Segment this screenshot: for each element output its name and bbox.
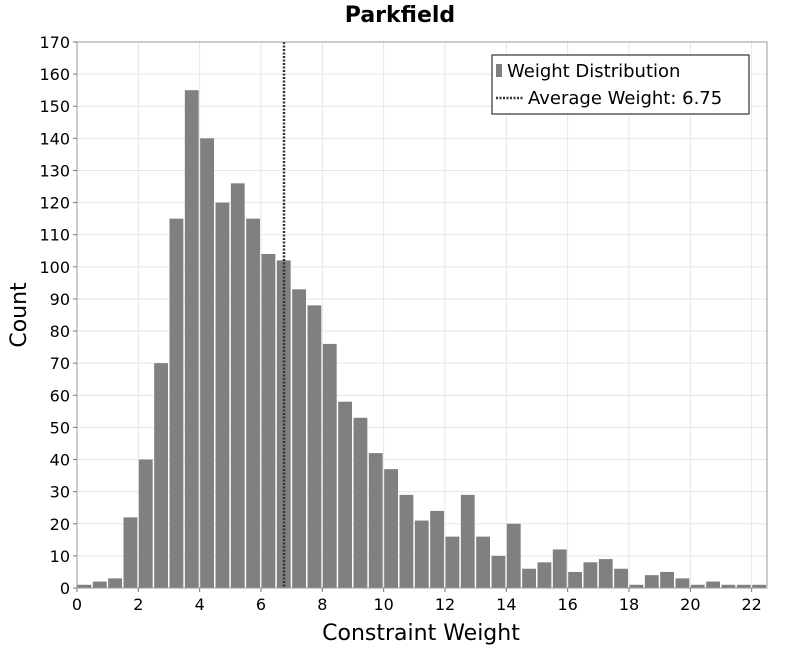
y-tick-label: 130 (39, 161, 70, 180)
y-tick-label: 20 (50, 515, 70, 534)
histogram-bar (92, 581, 107, 588)
histogram-bar (399, 494, 414, 588)
x-tick-label: 4 (195, 595, 205, 614)
histogram-bar (614, 568, 628, 588)
histogram-bar (307, 305, 322, 588)
legend: Weight Distribution Average Weight: 6.75 (491, 54, 750, 115)
histogram-bar (108, 578, 122, 588)
y-tick-label: 150 (39, 97, 70, 116)
histogram-bar (169, 218, 184, 588)
histogram-bar (445, 536, 460, 588)
x-tick-label: 18 (619, 595, 639, 614)
histogram-bar (261, 253, 276, 588)
histogram-bar (644, 575, 659, 588)
x-tick-label: 0 (72, 595, 82, 614)
x-tick-label: 14 (496, 595, 516, 614)
legend-label-weight-distribution: Weight Distribution (507, 61, 680, 82)
x-tick-label: 8 (317, 595, 327, 614)
histogram-bar (476, 536, 490, 588)
y-tick-label: 170 (39, 33, 70, 52)
x-tick-label: 20 (680, 595, 700, 614)
histogram-bar (583, 562, 598, 588)
y-tick-label: 70 (50, 354, 70, 373)
y-tick-label: 40 (50, 451, 70, 470)
histogram-bar (660, 571, 674, 588)
y-axis-label: Count (7, 282, 32, 348)
histogram-bar (460, 494, 475, 588)
histogram-bar (368, 453, 383, 588)
histogram-bar (568, 571, 582, 588)
y-tick-label: 60 (50, 386, 70, 405)
x-tick-label: 12 (435, 595, 455, 614)
histogram-bar (598, 559, 613, 588)
y-tick-label: 160 (39, 65, 70, 84)
x-tick-label: 2 (133, 595, 143, 614)
histogram-bar (537, 562, 552, 588)
axis-ticks: 0102030405060708090100110120130140150160… (39, 33, 761, 614)
plot-frame (76, 41, 768, 589)
x-tick-label: 16 (557, 595, 577, 614)
histogram-bar (322, 343, 337, 588)
histogram-bar (353, 417, 368, 588)
y-tick-label: 110 (39, 226, 70, 245)
legend-box (491, 54, 750, 115)
histogram-bar (230, 183, 245, 589)
histogram-bar (552, 549, 567, 588)
histogram-bar (629, 584, 644, 588)
y-tick-label: 80 (50, 322, 70, 341)
histogram-bar (123, 517, 138, 588)
x-tick-label: 22 (741, 595, 761, 614)
y-tick-label: 90 (50, 290, 70, 309)
y-tick-label: 140 (39, 129, 70, 148)
histogram-bar (675, 578, 690, 588)
histogram-bar (721, 584, 736, 588)
y-tick-label: 120 (39, 194, 70, 213)
histogram-bar (338, 401, 352, 588)
histogram-bar (200, 138, 214, 588)
legend-bar-swatch (496, 64, 502, 77)
histogram-bar (246, 218, 260, 588)
histogram-bar (414, 520, 429, 588)
histogram-bar (736, 584, 751, 588)
y-tick-label: 50 (50, 418, 70, 437)
histogram-bar (690, 584, 705, 588)
histogram-bar (154, 363, 168, 588)
histogram-bars (77, 90, 766, 589)
y-tick-label: 30 (50, 483, 70, 502)
y-tick-label: 0 (60, 579, 70, 598)
histogram-bar (138, 459, 153, 588)
y-tick-label: 100 (39, 258, 70, 277)
x-tick-label: 6 (256, 595, 266, 614)
y-tick-label: 10 (50, 547, 70, 566)
x-tick-label: 10 (373, 595, 393, 614)
histogram-bar (491, 555, 506, 588)
histogram-bar (752, 584, 766, 588)
histogram-bar (522, 568, 536, 588)
histogram-bar (215, 202, 230, 588)
histogram-bar (384, 469, 398, 588)
histogram-bar (184, 90, 199, 589)
x-axis-label: Constraint Weight (322, 621, 520, 646)
legend-label-average-weight: Average Weight: 6.75 (528, 88, 722, 109)
histogram-bar (77, 584, 92, 588)
histogram-bar (292, 289, 306, 588)
histogram-bar (506, 523, 521, 588)
histogram-bar (706, 581, 720, 588)
histogram-bar (430, 510, 444, 588)
chart-title: Parkfield (345, 3, 455, 28)
